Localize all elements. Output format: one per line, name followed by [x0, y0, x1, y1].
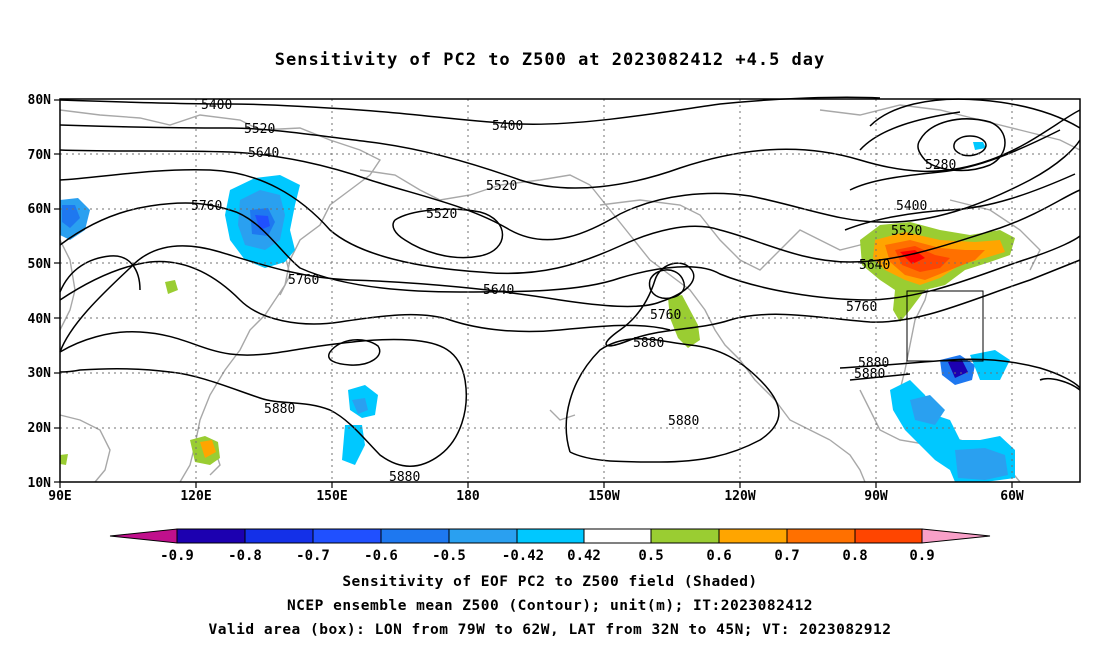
contour-label: 5760 [650, 308, 681, 323]
colorbar-segment [312, 528, 382, 544]
caption-line-3: Valid area (box): LON from 79W to 62W, L… [208, 622, 892, 638]
colorbar-label: -0.9 [160, 548, 194, 564]
lon-label: 120W [724, 489, 755, 504]
valid-area-box [906, 290, 984, 362]
lat-label: 20N [28, 421, 52, 436]
contour-label: 5640 [248, 146, 279, 161]
map-frame [59, 98, 1081, 483]
gridlines [60, 99, 1080, 482]
lon-label: 90E [48, 489, 71, 504]
contour-label: 5520 [486, 179, 517, 194]
colorbar-high-end [921, 528, 991, 544]
contour-label: 5760 [191, 199, 222, 214]
longitude-labels: 90E 120E 150E 180 150W 120W 90W 60W [48, 489, 1024, 504]
colorbar-low-end [109, 528, 178, 544]
contour-label: 5760 [846, 300, 877, 315]
axis-ticks [54, 99, 1013, 488]
colorbar-segment [380, 528, 450, 544]
lat-label: 30N [28, 366, 52, 381]
colorbar-segment [650, 528, 720, 544]
contour-label: 5640 [483, 283, 514, 298]
contour-label: 5400 [201, 98, 232, 113]
caption-line-2: NCEP ensemble mean Z500 (Contour); unit(… [286, 598, 814, 614]
contour-label: 5280 [925, 158, 956, 173]
colorbar-segment [854, 528, 923, 544]
colorbar-segment [176, 528, 246, 544]
contour-label: 5520 [244, 122, 275, 137]
contour-label: 5880 [633, 336, 664, 351]
lat-label: 40N [28, 312, 52, 327]
contour-label: 5760 [288, 273, 319, 288]
contour-label: 5880 [668, 414, 699, 429]
colorbar-label: 0.5 [638, 548, 663, 564]
lon-label: 150W [588, 489, 619, 504]
colorbar-label: -0.7 [296, 548, 330, 564]
contour-label: 5880 [854, 367, 885, 382]
map-title: Sensitivity of PC2 to Z500 at 2023082412… [274, 50, 826, 70]
lat-label: 60N [28, 202, 52, 217]
contour-label: 5400 [492, 119, 523, 134]
negative-sensitivity-shading [60, 142, 1015, 482]
colorbar-label: 0.9 [909, 548, 934, 564]
contour-label: 5640 [859, 258, 890, 273]
lon-label: 180 [456, 489, 480, 504]
contour-labels: 5400 5520 5640 5760 5760 5520 5400 5520 … [191, 98, 956, 485]
latitude-labels: 80N 70N 60N 50N 40N 30N 20N 10N [28, 93, 52, 491]
colorbar-label: 0.8 [842, 548, 867, 564]
lon-label: 60W [1000, 489, 1024, 504]
lat-label: 70N [28, 148, 52, 163]
caption-line-1: Sensitivity of EOF PC2 to Z500 field (Sh… [342, 574, 758, 590]
colorbar-labels: -0.9 -0.8 -0.7 -0.6 -0.5 -0.42 0.42 0.5 … [160, 548, 935, 564]
colorbar-segment [583, 528, 652, 544]
lon-label: 90W [864, 489, 888, 504]
colorbar-label: -0.42 [502, 548, 544, 564]
lat-label: 50N [28, 257, 52, 272]
colorbar-label: 0.7 [774, 548, 799, 564]
lon-label: 120E [180, 489, 211, 504]
colorbar-label: 0.6 [706, 548, 731, 564]
colorbar-label: 0.42 [567, 548, 601, 564]
lat-label: 80N [28, 93, 52, 108]
colorbar-label: -0.6 [364, 548, 398, 564]
colorbar-segment [244, 528, 314, 544]
lat-label: 10N [28, 476, 52, 491]
contour-label: 5520 [891, 224, 922, 239]
contour-label: 5880 [264, 402, 295, 417]
contour-label: 5880 [858, 356, 889, 371]
colorbar-segment [718, 528, 788, 544]
colorbar-label: -0.5 [432, 548, 466, 564]
colorbar-segment [786, 528, 856, 544]
colorbar-segment [516, 528, 585, 544]
colorbar-segment [448, 528, 518, 544]
colorbar [109, 528, 991, 544]
contour-label: 5400 [896, 199, 927, 214]
contour-label: 5520 [426, 207, 457, 222]
colorbar-label: -0.8 [228, 548, 262, 564]
lon-label: 150E [316, 489, 347, 504]
